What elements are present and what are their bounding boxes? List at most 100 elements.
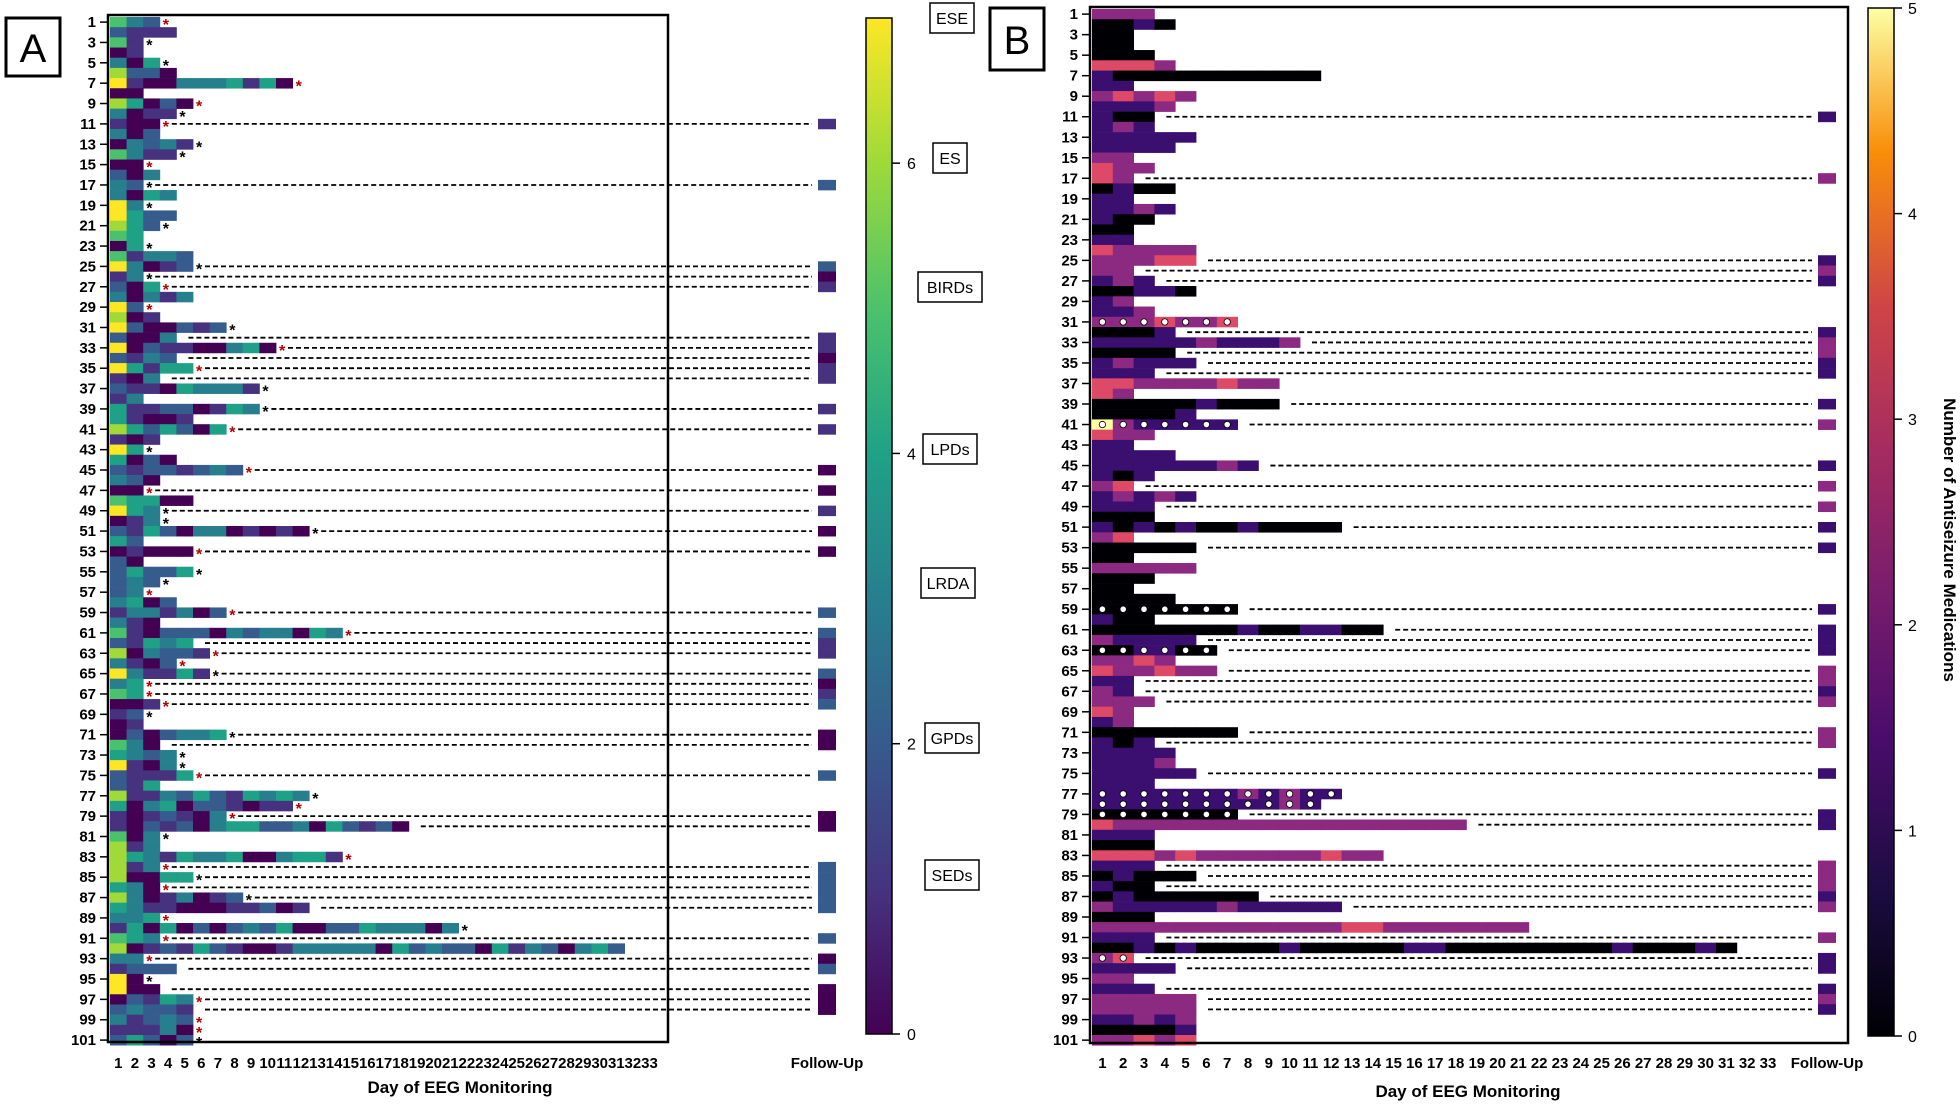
- heatmap-cell: [193, 851, 210, 863]
- panel-b-colorbar: [1867, 7, 1895, 1037]
- x-tick-label: 32: [625, 1055, 642, 1072]
- heatmap-cell: [1154, 183, 1176, 194]
- heatmap-cell: [159, 749, 177, 761]
- heatmap-cell: [1092, 778, 1114, 790]
- heatmap-cell: [1112, 470, 1134, 482]
- heatmap-cell: [325, 851, 343, 863]
- follow-up-cell: [1818, 881, 1836, 892]
- follow-up-cell: [1818, 686, 1836, 697]
- heatmap-cell: [1092, 542, 1114, 554]
- panel-b-x-ticks: 1 2 3 4 5 6 7 8 9 10 11 12 13 14 15 16 17 18 19 20 21 22 23 24 2…: [1098, 1055, 1863, 1072]
- x-tick-label: 15: [1385, 1055, 1402, 1072]
- heatmap-cell: [159, 251, 177, 262]
- x-tick-label: 12: [293, 1055, 310, 1072]
- follow-up-cell: [1818, 1004, 1836, 1015]
- heatmap-cell: [126, 923, 144, 934]
- heatmap-cell: [1092, 1014, 1114, 1026]
- heatmap-cell: [1092, 255, 1114, 266]
- y-tick-label: 63: [1061, 642, 1078, 659]
- heatmap-cell: [110, 271, 127, 282]
- heatmap-cell: [193, 790, 210, 802]
- follow-up-cell: [818, 352, 836, 364]
- heatmap-cell: [193, 892, 210, 903]
- y-tick-label: 15: [79, 157, 96, 174]
- end-marker-star: *: [146, 709, 153, 726]
- y-tick-label: 81: [1061, 827, 1078, 844]
- heatmap-cell: [143, 658, 161, 669]
- heatmap-cell: [1133, 840, 1155, 851]
- follow-up-cell: [818, 485, 836, 496]
- heatmap-cell: [1154, 337, 1176, 348]
- heatmap-cell: [242, 790, 260, 802]
- y-tick-label: 25: [1061, 252, 1078, 269]
- medication-dot: [1119, 605, 1127, 613]
- y-tick-label: 5: [88, 55, 96, 72]
- heatmap-cell: [1112, 737, 1134, 749]
- x-tick-label: 21: [1510, 1055, 1527, 1072]
- panel-a-letter-box: [4, 16, 62, 78]
- heatmap-cell: [1258, 378, 1280, 389]
- heatmap-cell: [143, 434, 161, 445]
- x-tick-label: 3: [1140, 1055, 1148, 1072]
- heatmap-cell: [1196, 378, 1218, 389]
- x-tick-label: 17: [376, 1055, 393, 1072]
- x-tick-label: 33: [1760, 1055, 1777, 1072]
- heatmap-cell: [1258, 901, 1280, 913]
- follow-up-cell: [1818, 696, 1836, 707]
- heatmap-cell: [1092, 993, 1114, 1005]
- heatmap-cell: [110, 159, 127, 170]
- heatmap-cell: [110, 770, 127, 781]
- heatmap-cell: [143, 760, 161, 771]
- medication-dot: [1140, 605, 1148, 613]
- end-marker-star: *: [196, 872, 203, 889]
- heatmap-cell: [1362, 624, 1384, 636]
- x-tick-label: 23: [1552, 1055, 1569, 1072]
- heatmap-cell: [126, 1014, 144, 1026]
- heatmap-cell: [1092, 306, 1114, 318]
- heatmap-cell: [1175, 624, 1197, 636]
- heatmap-cell: [375, 923, 393, 934]
- heatmap-cell: [1133, 368, 1155, 379]
- heatmap-cell: [1175, 993, 1197, 1005]
- end-marker-star: *: [163, 58, 170, 75]
- heatmap-cell: [1112, 398, 1134, 410]
- panel-b-colorbar-title: Number of Antiseizure Medications: [1940, 398, 1959, 682]
- heatmap-cell: [110, 617, 127, 629]
- heatmap-cell: [159, 872, 177, 883]
- heatmap-cell: [126, 27, 144, 38]
- x-tick-label: 29: [575, 1055, 592, 1072]
- end-marker-star: *: [296, 78, 303, 95]
- heatmap-cell: [126, 1024, 144, 1036]
- heatmap-cell: [1196, 901, 1218, 913]
- heatmap-cell: [1154, 19, 1176, 30]
- heatmap-cell: [143, 546, 161, 557]
- heatmap-cell: [209, 851, 227, 863]
- heatmap-cell: [1591, 942, 1613, 954]
- heatmap-cell: [143, 902, 161, 914]
- end-marker-star: *: [163, 516, 170, 533]
- heatmap-cell: [1258, 819, 1280, 831]
- end-marker-star: *: [146, 689, 153, 706]
- heatmap-cell: [1320, 942, 1342, 954]
- heatmap-cell: [1112, 624, 1134, 636]
- heatmap-cell: [143, 1004, 161, 1015]
- heatmap-cell: [1133, 132, 1155, 143]
- follow-up-cell: [1818, 419, 1836, 430]
- heatmap-cell: [1112, 439, 1134, 451]
- heatmap-cell: [110, 118, 127, 130]
- heatmap-cell: [159, 424, 177, 435]
- heatmap-cell: [1362, 922, 1384, 933]
- heatmap-cell: [1279, 337, 1301, 348]
- medication-dot: [1161, 790, 1169, 798]
- heatmap-cell: [143, 373, 161, 384]
- heatmap-cell: [276, 78, 293, 89]
- heatmap-cell: [209, 800, 227, 812]
- heatmap-cell: [1092, 275, 1114, 287]
- heatmap-cell: [1133, 983, 1155, 995]
- heatmap-cell: [1133, 573, 1155, 584]
- medication-dot: [1119, 800, 1127, 808]
- y-tick-label: 21: [1061, 211, 1078, 228]
- heatmap-cell: [1092, 368, 1114, 379]
- heatmap-cell: [159, 261, 177, 272]
- medication-dot: [1161, 420, 1169, 429]
